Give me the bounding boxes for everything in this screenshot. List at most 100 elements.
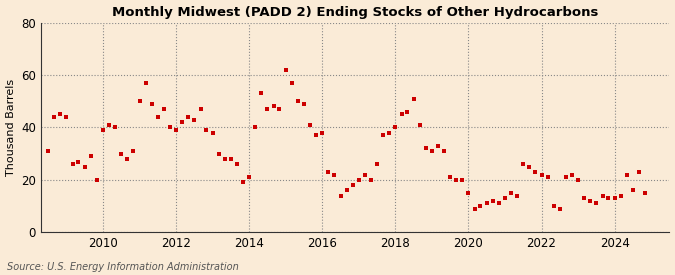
Point — [310, 133, 321, 138]
Point — [274, 107, 285, 111]
Point — [610, 196, 620, 200]
Point — [342, 188, 352, 192]
Point — [55, 112, 65, 117]
Point — [506, 191, 516, 195]
Point — [408, 96, 419, 101]
Point — [201, 128, 212, 132]
Point — [421, 146, 431, 151]
Point — [451, 178, 462, 182]
Point — [298, 101, 309, 106]
Point — [518, 162, 529, 166]
Point — [427, 149, 437, 153]
Point — [159, 107, 169, 111]
Point — [475, 204, 486, 208]
Point — [104, 123, 115, 127]
Point — [128, 149, 138, 153]
Point — [286, 81, 297, 85]
Title: Monthly Midwest (PADD 2) Ending Stocks of Other Hydrocarbons: Monthly Midwest (PADD 2) Ending Stocks o… — [112, 6, 598, 18]
Point — [433, 144, 443, 148]
Point — [49, 115, 60, 119]
Point — [165, 125, 176, 130]
Point — [225, 157, 236, 161]
Point — [634, 170, 645, 174]
Point — [43, 149, 53, 153]
Point — [177, 120, 188, 124]
Point — [463, 191, 474, 195]
Point — [554, 207, 565, 211]
Point — [98, 128, 109, 132]
Point — [244, 175, 254, 180]
Point — [207, 130, 218, 135]
Point — [561, 175, 572, 180]
Point — [591, 201, 601, 206]
Point — [213, 152, 224, 156]
Point — [628, 188, 639, 192]
Point — [439, 149, 450, 153]
Point — [457, 178, 468, 182]
Point — [250, 125, 261, 130]
Point — [579, 196, 590, 200]
Point — [566, 172, 577, 177]
Point — [536, 172, 547, 177]
Point — [153, 115, 163, 119]
Point — [323, 170, 334, 174]
Point — [597, 193, 608, 198]
Point — [195, 107, 206, 111]
Point — [347, 183, 358, 187]
Point — [305, 123, 316, 127]
Point — [365, 178, 376, 182]
Point — [402, 109, 413, 114]
Point — [86, 154, 97, 158]
Point — [445, 175, 456, 180]
Point — [500, 196, 510, 200]
Point — [378, 133, 389, 138]
Point — [524, 164, 535, 169]
Point — [256, 91, 267, 95]
Point — [68, 162, 78, 166]
Point — [280, 68, 291, 72]
Point — [171, 128, 182, 132]
Point — [360, 172, 371, 177]
Point — [140, 81, 151, 85]
Point — [354, 178, 364, 182]
Point — [493, 201, 504, 206]
Point — [335, 193, 346, 198]
Point — [183, 115, 194, 119]
Point — [79, 164, 90, 169]
Point — [189, 117, 200, 122]
Point — [91, 178, 102, 182]
Point — [262, 107, 273, 111]
Point — [414, 123, 425, 127]
Point — [73, 159, 84, 164]
Point — [548, 204, 559, 208]
Point — [238, 180, 248, 185]
Point — [585, 199, 595, 203]
Point — [603, 196, 614, 200]
Y-axis label: Thousand Barrels: Thousand Barrels — [5, 79, 16, 176]
Point — [219, 157, 230, 161]
Point — [639, 191, 650, 195]
Point — [572, 178, 583, 182]
Point — [146, 101, 157, 106]
Point — [292, 99, 303, 103]
Point — [530, 170, 541, 174]
Point — [317, 130, 327, 135]
Point — [481, 201, 492, 206]
Point — [134, 99, 145, 103]
Point — [390, 125, 401, 130]
Point — [396, 112, 407, 117]
Point — [542, 175, 553, 180]
Point — [109, 125, 120, 130]
Point — [61, 115, 72, 119]
Point — [487, 199, 498, 203]
Point — [329, 172, 340, 177]
Point — [122, 157, 133, 161]
Point — [116, 152, 127, 156]
Point — [512, 193, 522, 198]
Point — [621, 172, 632, 177]
Point — [383, 130, 394, 135]
Point — [616, 193, 626, 198]
Point — [469, 207, 480, 211]
Point — [372, 162, 383, 166]
Point — [268, 104, 279, 109]
